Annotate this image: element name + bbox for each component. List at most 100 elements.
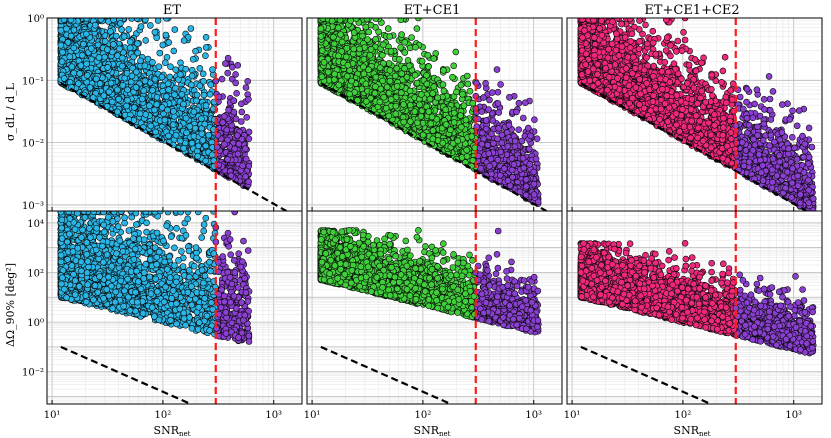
scatter-point xyxy=(198,115,205,122)
scatter-point-above-threshold xyxy=(242,145,249,152)
scatter-point xyxy=(165,86,172,93)
scatter-point xyxy=(105,88,113,96)
scatter-point xyxy=(83,18,90,22)
scatter-point xyxy=(180,145,187,152)
scatter-point xyxy=(161,116,169,124)
scatter-point-above-threshold xyxy=(231,145,239,153)
scatter-point xyxy=(97,18,105,23)
scatter-point-above-threshold xyxy=(497,81,504,88)
scatter-point xyxy=(195,142,202,150)
scatter-point xyxy=(156,49,164,57)
scatter-point-above-threshold xyxy=(232,71,239,78)
scatter-point xyxy=(144,55,152,63)
scatter-point-above-threshold xyxy=(515,126,523,133)
scatter-point-above-threshold xyxy=(238,100,245,108)
scatter-point-above-threshold xyxy=(494,88,502,96)
scatter-point xyxy=(84,72,91,79)
scatter-point xyxy=(379,51,386,59)
scatter-point xyxy=(153,101,160,108)
scatter-point-above-threshold xyxy=(235,140,243,148)
column-title-et-ce1-ce2: ET+CE1+CE2 xyxy=(644,3,739,18)
scatter-point xyxy=(137,23,145,30)
scatter-point-above-threshold xyxy=(234,150,242,158)
scatter-point xyxy=(196,65,204,72)
scatter-point xyxy=(194,152,201,160)
scatter-point-above-threshold xyxy=(223,126,231,134)
scatter-point xyxy=(166,73,174,81)
scatter-point xyxy=(169,121,177,128)
scatter-point xyxy=(140,87,148,94)
scatter-point-above-threshold xyxy=(513,108,520,116)
scatter-point xyxy=(141,62,149,69)
scatter-point-above-threshold xyxy=(242,173,249,180)
scatter-point xyxy=(367,45,375,53)
scatter-point-above-threshold xyxy=(242,84,250,91)
scatter-point xyxy=(141,77,149,85)
scatter-point xyxy=(126,44,134,52)
scatter-point xyxy=(120,33,128,40)
scatter-point xyxy=(142,18,149,23)
scatter-point xyxy=(63,25,70,33)
scatter-point-above-threshold xyxy=(230,97,238,104)
scatter-point xyxy=(188,81,195,89)
scatter-point xyxy=(147,22,154,29)
scatter-point xyxy=(199,70,207,78)
scatter-point xyxy=(202,33,210,41)
scatter-point xyxy=(162,59,169,67)
scatter-point xyxy=(114,108,121,116)
scatter-point xyxy=(57,41,65,49)
scatter-point-above-threshold xyxy=(490,140,497,147)
scatter-point xyxy=(151,106,158,114)
scatter-point-above-threshold xyxy=(229,63,236,71)
scatter-point xyxy=(130,53,137,61)
scatter-point xyxy=(172,131,180,139)
scatter-point xyxy=(146,102,153,109)
scatter-point xyxy=(384,25,392,32)
scatter-point xyxy=(83,60,90,68)
scatter-point xyxy=(158,73,166,81)
scatter-point xyxy=(172,66,179,73)
scatter-point xyxy=(126,38,134,46)
scatter-point xyxy=(151,75,159,83)
scatter-point xyxy=(193,91,201,99)
scatter-point xyxy=(372,35,380,43)
scatter-point xyxy=(167,63,174,70)
scatter-point xyxy=(107,28,114,35)
scatter-point-above-threshold xyxy=(531,116,538,123)
scatter-point xyxy=(96,80,104,87)
scatter-point xyxy=(153,34,160,42)
scatter-point xyxy=(142,37,149,44)
scatter-point xyxy=(180,37,188,44)
scatter-point xyxy=(107,79,115,87)
scatter-point xyxy=(95,54,103,61)
scatter-point xyxy=(415,18,422,22)
scatter-point xyxy=(164,80,172,87)
scatter-point xyxy=(67,18,75,23)
scatter-point-above-threshold xyxy=(221,140,228,148)
scatter-point xyxy=(189,55,197,63)
scatter-point xyxy=(123,102,130,110)
scatter-point xyxy=(413,25,421,32)
scatter-point xyxy=(116,45,123,53)
scatter-point xyxy=(119,82,127,89)
scatter-point xyxy=(177,71,184,78)
scatter-point xyxy=(138,95,146,103)
scatter-point xyxy=(110,41,117,48)
scatter-point xyxy=(406,101,414,109)
scatter-point-above-threshold xyxy=(518,137,526,145)
scatter-point xyxy=(159,41,167,49)
scatter-point xyxy=(59,48,66,56)
scatter-point-above-threshold xyxy=(224,54,232,62)
column-title-et-ce1: ET+CE1 xyxy=(404,3,461,18)
scatter-point xyxy=(147,122,154,130)
scatter-point xyxy=(200,91,208,99)
scatter-point-above-threshold xyxy=(239,162,246,169)
scatter-point xyxy=(118,26,125,33)
scatter-point-above-threshold xyxy=(243,155,250,163)
scatter-point-above-threshold xyxy=(234,132,241,139)
scatter-point xyxy=(206,91,214,98)
scatter-point xyxy=(205,131,212,139)
scatter-point xyxy=(68,63,76,70)
y-tick-label: 10⁰ xyxy=(27,14,44,25)
